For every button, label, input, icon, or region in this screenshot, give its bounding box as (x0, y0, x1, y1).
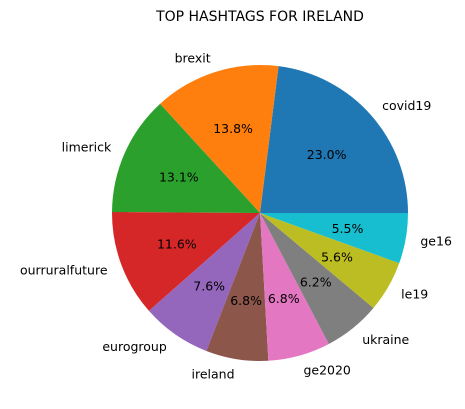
pie-slices (112, 65, 408, 361)
pct-label-le19: 5.6% (321, 250, 353, 265)
pct-label-covid19: 23.0% (307, 147, 347, 162)
pct-label-ukraine: 6.2% (300, 275, 332, 290)
slice-name-limerick: limerick (62, 139, 112, 154)
pct-label-ge16: 5.5% (332, 221, 364, 236)
pie-slice-covid19 (260, 66, 408, 213)
slice-name-ukraine: ukraine (362, 332, 409, 347)
slice-name-ireland: ireland (192, 366, 235, 381)
chart-title: TOP HASHTAGS FOR IRELAND (155, 9, 364, 25)
pct-label-ge2020: 6.8% (268, 291, 300, 306)
pct-label-eurogroup: 7.6% (193, 278, 225, 293)
slice-name-ge2020: ge2020 (303, 362, 350, 377)
slice-name-covid19: covid19 (382, 98, 431, 113)
pct-label-ourruralfuture: 11.6% (157, 237, 197, 252)
pct-label-ireland: 6.8% (230, 293, 262, 308)
pct-label-brexit: 13.8% (213, 121, 253, 136)
slice-name-brexit: brexit (175, 50, 211, 65)
slice-name-le19: le19 (401, 287, 428, 302)
slice-name-ge16: ge16 (420, 233, 452, 248)
slice-name-eurogroup: eurogroup (102, 339, 166, 354)
pct-label-limerick: 13.1% (159, 169, 199, 184)
slice-name-ourruralfuture: ourruralfuture (20, 263, 108, 278)
